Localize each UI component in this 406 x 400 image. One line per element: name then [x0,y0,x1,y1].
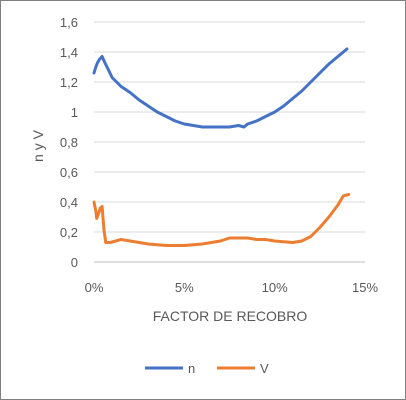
y-tick-label-2: 0,4 [60,195,78,210]
x-tick-label-2: 10% [262,280,288,295]
legend-label-V: V [260,361,269,376]
y-tick-label-6: 1,2 [60,75,78,90]
gridlines [94,21,365,233]
y-axis-title: n y V [30,129,46,162]
x-axis-title: FACTOR DE RECOBRO [153,308,308,324]
y-tick-labels: 0 0,2 0,4 0,6 0,8 1 1,2 1,4 1,6 [60,15,78,270]
x-tick-labels: 0% 5% 10% 15% [85,280,379,295]
series-lines [92,47,351,247]
series-line-n [92,47,349,129]
y-tick-label-7: 1,4 [60,45,78,60]
y-tick-label-1: 0,2 [60,225,78,240]
legend-label-n: n [188,361,195,376]
y-tick-label-0: 0 [71,255,78,270]
series-line-V [92,193,351,247]
y-tick-label-4: 0,8 [60,135,78,150]
y-tick-label-3: 0,6 [60,165,78,180]
y-tick-label-8: 1,6 [60,15,78,30]
y-tick-label-5: 1 [71,105,78,120]
x-tick-label-0: 0% [85,280,104,295]
x-tick-label-1: 5% [175,280,194,295]
x-tick-label-3: 15% [352,280,378,295]
